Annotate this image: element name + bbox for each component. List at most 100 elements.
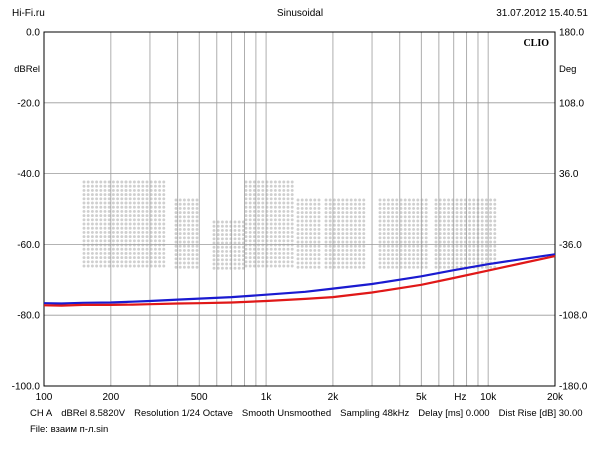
watermark-dot [493, 219, 497, 223]
watermark-dot [459, 261, 463, 265]
watermark-dot [111, 235, 115, 239]
watermark-dot [99, 209, 103, 213]
watermark-dot [434, 261, 438, 265]
watermark-dot [124, 193, 128, 197]
watermark-dot [337, 206, 341, 210]
watermark-dot [309, 261, 313, 265]
watermark-dot [304, 227, 308, 231]
watermark-dot [395, 253, 399, 257]
watermark-dot [141, 243, 145, 247]
watermark-dot [341, 211, 345, 215]
watermark-dot [99, 222, 103, 226]
watermark-dot [141, 251, 145, 255]
watermark-dot [99, 201, 103, 205]
watermark-dot [120, 260, 124, 264]
watermark-dot [353, 206, 357, 210]
watermark-dot [120, 243, 124, 247]
watermark-dot [378, 265, 382, 269]
watermark-dot [158, 180, 162, 184]
watermark-dot [132, 235, 136, 239]
watermark-dot [137, 260, 141, 264]
watermark-dot [257, 193, 261, 197]
watermark-dot [480, 223, 484, 227]
watermark-dot [382, 223, 386, 227]
watermark-dot [382, 261, 386, 265]
watermark-dot [90, 197, 94, 201]
watermark-dot [273, 209, 277, 213]
watermark-dot [141, 209, 145, 213]
watermark-dot [468, 253, 472, 257]
watermark-dot [399, 198, 403, 202]
watermark-dot [407, 206, 411, 210]
watermark-dot [174, 202, 178, 206]
watermark-dot [480, 219, 484, 223]
watermark-dot [220, 258, 224, 262]
watermark-dot [337, 227, 341, 231]
watermark-dot [412, 236, 416, 240]
y-axis-label: dBRel [14, 64, 40, 75]
watermark-dot [187, 223, 191, 227]
watermark-dot [82, 205, 86, 209]
watermark-dot [463, 223, 467, 227]
watermark-dot [324, 244, 328, 248]
watermark-dot [382, 206, 386, 210]
watermark-dot [248, 256, 252, 260]
watermark-dot [132, 193, 136, 197]
watermark-dot [459, 206, 463, 210]
watermark-dot [116, 264, 120, 268]
watermark-dot [248, 222, 252, 226]
watermark-dot [241, 220, 245, 224]
watermark-dot [153, 264, 157, 268]
watermark-dot [174, 253, 178, 257]
watermark-dot [463, 244, 467, 248]
watermark-dot [358, 223, 362, 227]
watermark-dot [300, 244, 304, 248]
watermark-dot [407, 244, 411, 248]
watermark-dot [484, 211, 488, 215]
watermark-dot [158, 264, 162, 268]
watermark-dot [252, 193, 256, 197]
watermark-dot [128, 222, 132, 226]
watermark-dot [120, 251, 124, 255]
watermark-dot [269, 260, 273, 264]
watermark-dot [124, 209, 128, 213]
watermark-dot [124, 256, 128, 260]
watermark-dot [103, 243, 107, 247]
watermark-dot [286, 214, 290, 218]
watermark-dot [107, 205, 111, 209]
watermark-dot [99, 239, 103, 243]
watermark-dot [407, 265, 411, 269]
watermark-dot [244, 214, 248, 218]
watermark-dot [349, 244, 353, 248]
watermark-dot [145, 239, 149, 243]
watermark-dot [252, 239, 256, 243]
watermark-dot [273, 260, 277, 264]
watermark-dot [90, 247, 94, 251]
watermark-dot [244, 197, 248, 201]
watermark-dot [300, 232, 304, 236]
watermark-dot [212, 220, 216, 224]
watermark-dot [282, 251, 286, 255]
watermark-dot [489, 240, 493, 244]
watermark-dot [412, 198, 416, 202]
watermark-dot [332, 219, 336, 223]
watermark-dot [174, 265, 178, 269]
watermark-dot [472, 253, 476, 257]
watermark-dot [248, 251, 252, 255]
watermark-dot [309, 198, 313, 202]
watermark-dot [132, 243, 136, 247]
watermark-dot [290, 197, 294, 201]
watermark-dot [480, 206, 484, 210]
watermark-dot [282, 197, 286, 201]
watermark-dot [86, 209, 90, 213]
watermark-dot [313, 223, 317, 227]
watermark-dot [472, 198, 476, 202]
watermark-dot [286, 188, 290, 192]
watermark-dot [261, 256, 265, 260]
watermark-dot [324, 219, 328, 223]
watermark-dot [290, 247, 294, 251]
watermark-dot [86, 264, 90, 268]
watermark-dot [212, 237, 216, 241]
watermark-dot [191, 211, 195, 215]
watermark-dot [282, 205, 286, 209]
